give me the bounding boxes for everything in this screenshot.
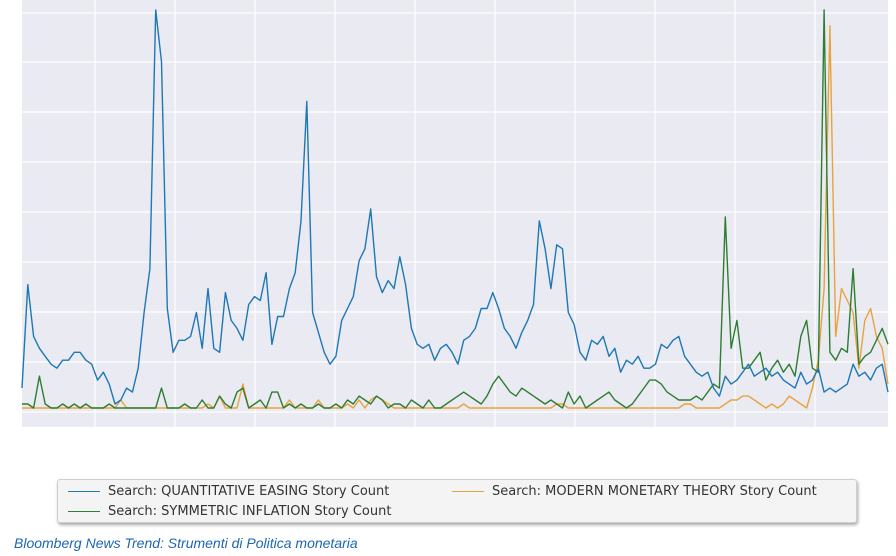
series-lines (21, 9, 889, 409)
legend-entry-quantitative-easing: Search: QUANTITATIVE EASING Story Count (68, 484, 389, 500)
chart-caption: Bloomberg News Trend: Strumenti di Polit… (14, 535, 358, 551)
legend-entry-symmetric-inflation: Search: SYMMETRIC INFLATION Story Count (68, 504, 391, 520)
plot-background (22, 0, 888, 427)
legend-entry-modern-monetary-theory: Search: MODERN MONETARY THEORY Story Cou… (452, 484, 817, 500)
legend-label-modern-monetary-theory: Search: MODERN MONETARY THEORY Story Cou… (492, 484, 817, 499)
series-line-0 (21, 9, 889, 405)
grid (22, 0, 888, 427)
legend-swatch-symmetric-inflation (68, 511, 100, 512)
series-line-2 (22, 25, 889, 409)
legend-label-quantitative-easing: Search: QUANTITATIVE EASING Story Count (108, 484, 390, 499)
legend: Search: QUANTITATIVE EASING Story Count … (57, 479, 857, 523)
series-line-1 (22, 9, 889, 409)
legend-swatch-modern-monetary-theory (452, 491, 484, 492)
legend-swatch-quantitative-easing (68, 491, 100, 492)
chart (21, 0, 889, 427)
legend-label-symmetric-inflation: Search: SYMMETRIC INFLATION Story Count (108, 504, 392, 519)
